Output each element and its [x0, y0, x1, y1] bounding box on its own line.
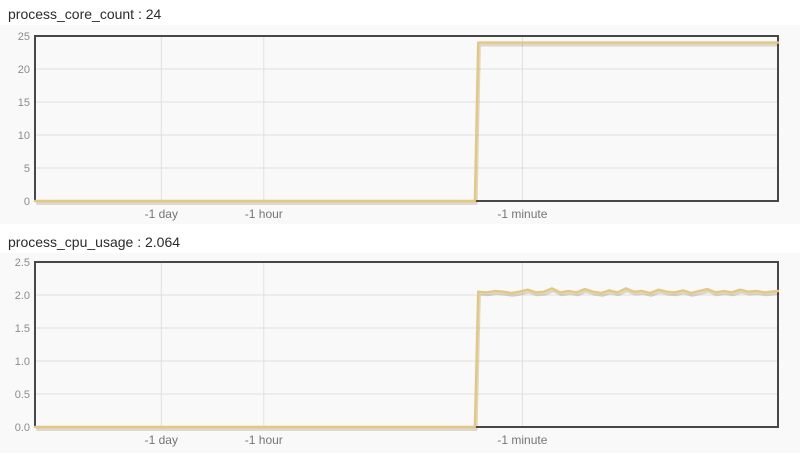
chart-canvas-bg: [0, 253, 800, 453]
y-tick-label: 5: [24, 163, 30, 175]
x-tick-label: -1 hour: [245, 433, 283, 447]
x-tick-label: -1 hour: [245, 207, 283, 221]
series-shadow: [36, 43, 780, 205]
series-line-process_core_count: [33, 41, 780, 203]
y-tick-label: 2.5: [15, 257, 30, 269]
y-tick-label: 25: [18, 31, 30, 43]
y-tick-label: 1.0: [15, 356, 30, 368]
chart-widget-core-count: process_core_count : 24 0 5 10 15 20 25 -1 day…: [0, 0, 800, 224]
series-line-process_cpu_usage: [33, 287, 780, 429]
y-tick-label: 1.5: [15, 323, 30, 335]
chart-title-cpu-usage: process_cpu_usage : 2.064: [8, 234, 181, 250]
y-tick-label: 20: [18, 64, 30, 76]
y-tick-label: 2.0: [15, 290, 30, 302]
series-shadow: [36, 289, 780, 431]
y-tick-label: 0: [24, 196, 30, 208]
x-tick-label: -1 day: [145, 433, 178, 447]
core-count-chart: 0 5 10 15 20 25 -1 day -1 hour -1 minute: [0, 25, 800, 224]
cpu-usage-chart: 0.0 0.5 1.0 1.5 2.0 2.5 -1 day -1 hour -1 minute: [0, 253, 800, 453]
x-tick-label: -1 day: [145, 207, 178, 221]
y-tick-label: 15: [18, 97, 30, 109]
chart-widget-cpu-usage: process_cpu_usage : 2.064 0.0 0.5 1.0 1.5 2.…: [0, 224, 800, 453]
y-tick-label: 0.0: [15, 422, 30, 434]
chart-title-core-count: process_core_count : 24: [8, 6, 162, 22]
chart-canvas-bg: [0, 25, 800, 224]
x-tick-label: -1 minute: [497, 207, 547, 221]
y-tick-label: 10: [18, 130, 30, 142]
x-tick-label: -1 minute: [497, 433, 547, 447]
y-tick-label: 0.5: [15, 389, 30, 401]
